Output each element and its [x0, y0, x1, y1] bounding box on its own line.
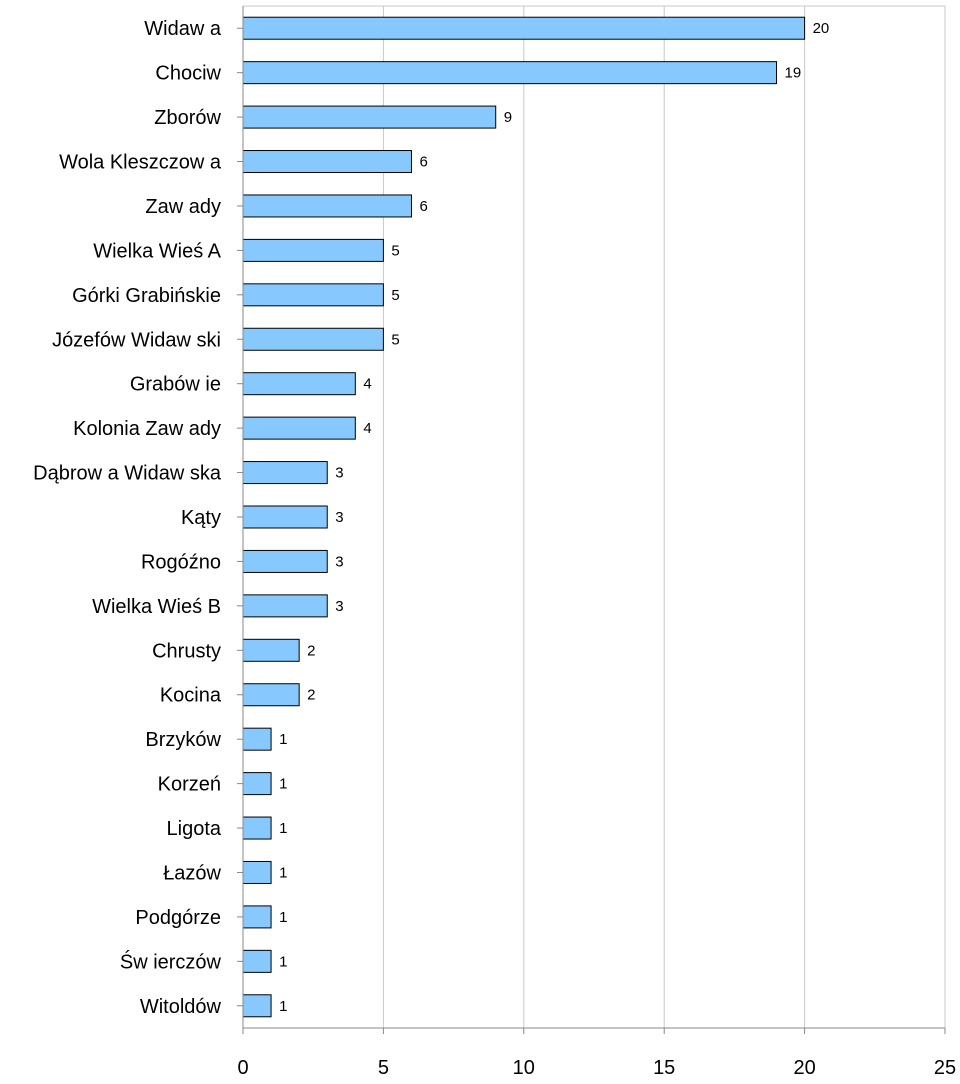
value-label-16: 1 — [279, 731, 287, 748]
value-label-20: 1 — [279, 909, 287, 926]
category-label-14: Chrusty — [152, 640, 221, 662]
category-label-9: Kolonia Zaw ady — [73, 418, 221, 440]
category-label-8: Grabów ie — [130, 374, 221, 396]
x-tick-label-20: 20 — [793, 1057, 815, 1079]
bar-7 — [242, 327, 384, 351]
value-label-13: 3 — [335, 598, 343, 615]
bar-15 — [242, 683, 300, 707]
x-tick-label-0: 0 — [237, 1057, 248, 1079]
value-label-15: 2 — [307, 687, 315, 704]
x-tick-label-10: 10 — [513, 1057, 535, 1079]
bar-11 — [242, 505, 328, 529]
category-label-12: Rogóźno — [141, 551, 221, 573]
bar-20 — [242, 905, 272, 929]
category-label-17: Korzeń — [158, 774, 221, 796]
bar-10 — [242, 461, 328, 485]
value-labels: 20 19 9 6 6 5 5 5 4 4 3 3 3 3 2 2 1 1 1 1 1 1 1 — [279, 20, 829, 1015]
category-label-20: Podgórze — [135, 907, 221, 929]
value-label-4: 6 — [419, 198, 427, 215]
category-label-19: Łazów — [163, 862, 221, 884]
x-tick-label-25: 25 — [934, 1057, 956, 1079]
value-label-21: 1 — [279, 953, 287, 970]
category-label-15: Kocina — [160, 685, 222, 707]
bar-18 — [242, 816, 272, 840]
bar-3 — [242, 150, 412, 174]
value-label-7: 5 — [391, 331, 399, 348]
category-label-5: Wielka Wieś A — [93, 240, 221, 262]
bar-19 — [242, 860, 272, 884]
bar-13 — [242, 594, 328, 618]
bar-16 — [242, 727, 272, 751]
category-label-0: Widaw a — [144, 18, 222, 40]
value-label-3: 6 — [419, 154, 427, 171]
category-label-7: Józefów Widaw ski — [52, 329, 221, 351]
category-label-18: Ligota — [167, 818, 222, 840]
bar-6 — [242, 283, 384, 307]
value-label-10: 3 — [335, 465, 343, 482]
bar-4 — [242, 194, 412, 218]
category-label-6: Górki Grabińskie — [72, 285, 221, 307]
grid-layer — [243, 5, 946, 1028]
bar-22 — [242, 994, 272, 1018]
value-label-22: 1 — [279, 998, 287, 1015]
category-label-22: Witoldów — [140, 996, 222, 1018]
category-label-3: Wola Kleszczow a — [59, 152, 222, 174]
x-tick-label-5: 5 — [378, 1057, 389, 1079]
value-label-5: 5 — [391, 242, 399, 259]
value-label-19: 1 — [279, 864, 287, 881]
bar-14 — [242, 638, 300, 662]
category-label-2: Zborów — [154, 107, 221, 129]
bar-8 — [242, 372, 356, 396]
category-label-10: Dąbrow a Widaw ska — [33, 463, 222, 485]
value-label-12: 3 — [335, 553, 343, 570]
value-label-0: 20 — [813, 20, 830, 37]
axis-layer: 0 5 10 15 20 25 — [237, 6, 956, 1079]
value-label-8: 4 — [363, 376, 371, 393]
bar-12 — [242, 549, 328, 573]
bar-5 — [242, 238, 384, 262]
value-label-11: 3 — [335, 509, 343, 526]
value-label-6: 5 — [391, 287, 399, 304]
value-label-1: 19 — [785, 65, 802, 82]
bar-1 — [242, 61, 778, 85]
bar-17 — [242, 772, 272, 796]
x-tick-label-15: 15 — [653, 1057, 675, 1079]
bar-0 — [242, 16, 806, 40]
value-label-14: 2 — [307, 642, 315, 659]
category-label-1: Chociw — [155, 63, 221, 85]
category-labels: Widaw a Chociw Zborów Wola Kleszczow a Zaw a… — [33, 18, 222, 1018]
category-label-21: Św ierczów — [120, 949, 222, 973]
category-label-11: Kąty — [181, 507, 221, 529]
value-label-2: 9 — [504, 109, 512, 126]
category-label-16: Brzyków — [145, 729, 221, 751]
bar-9 — [242, 416, 356, 440]
bar-21 — [242, 949, 272, 973]
category-label-4: Zaw ady — [145, 196, 221, 218]
value-label-17: 1 — [279, 776, 287, 793]
value-label-18: 1 — [279, 820, 287, 837]
bar-2 — [242, 105, 497, 129]
value-label-9: 4 — [363, 420, 371, 437]
category-label-13: Wielka Wieś B — [92, 596, 221, 618]
